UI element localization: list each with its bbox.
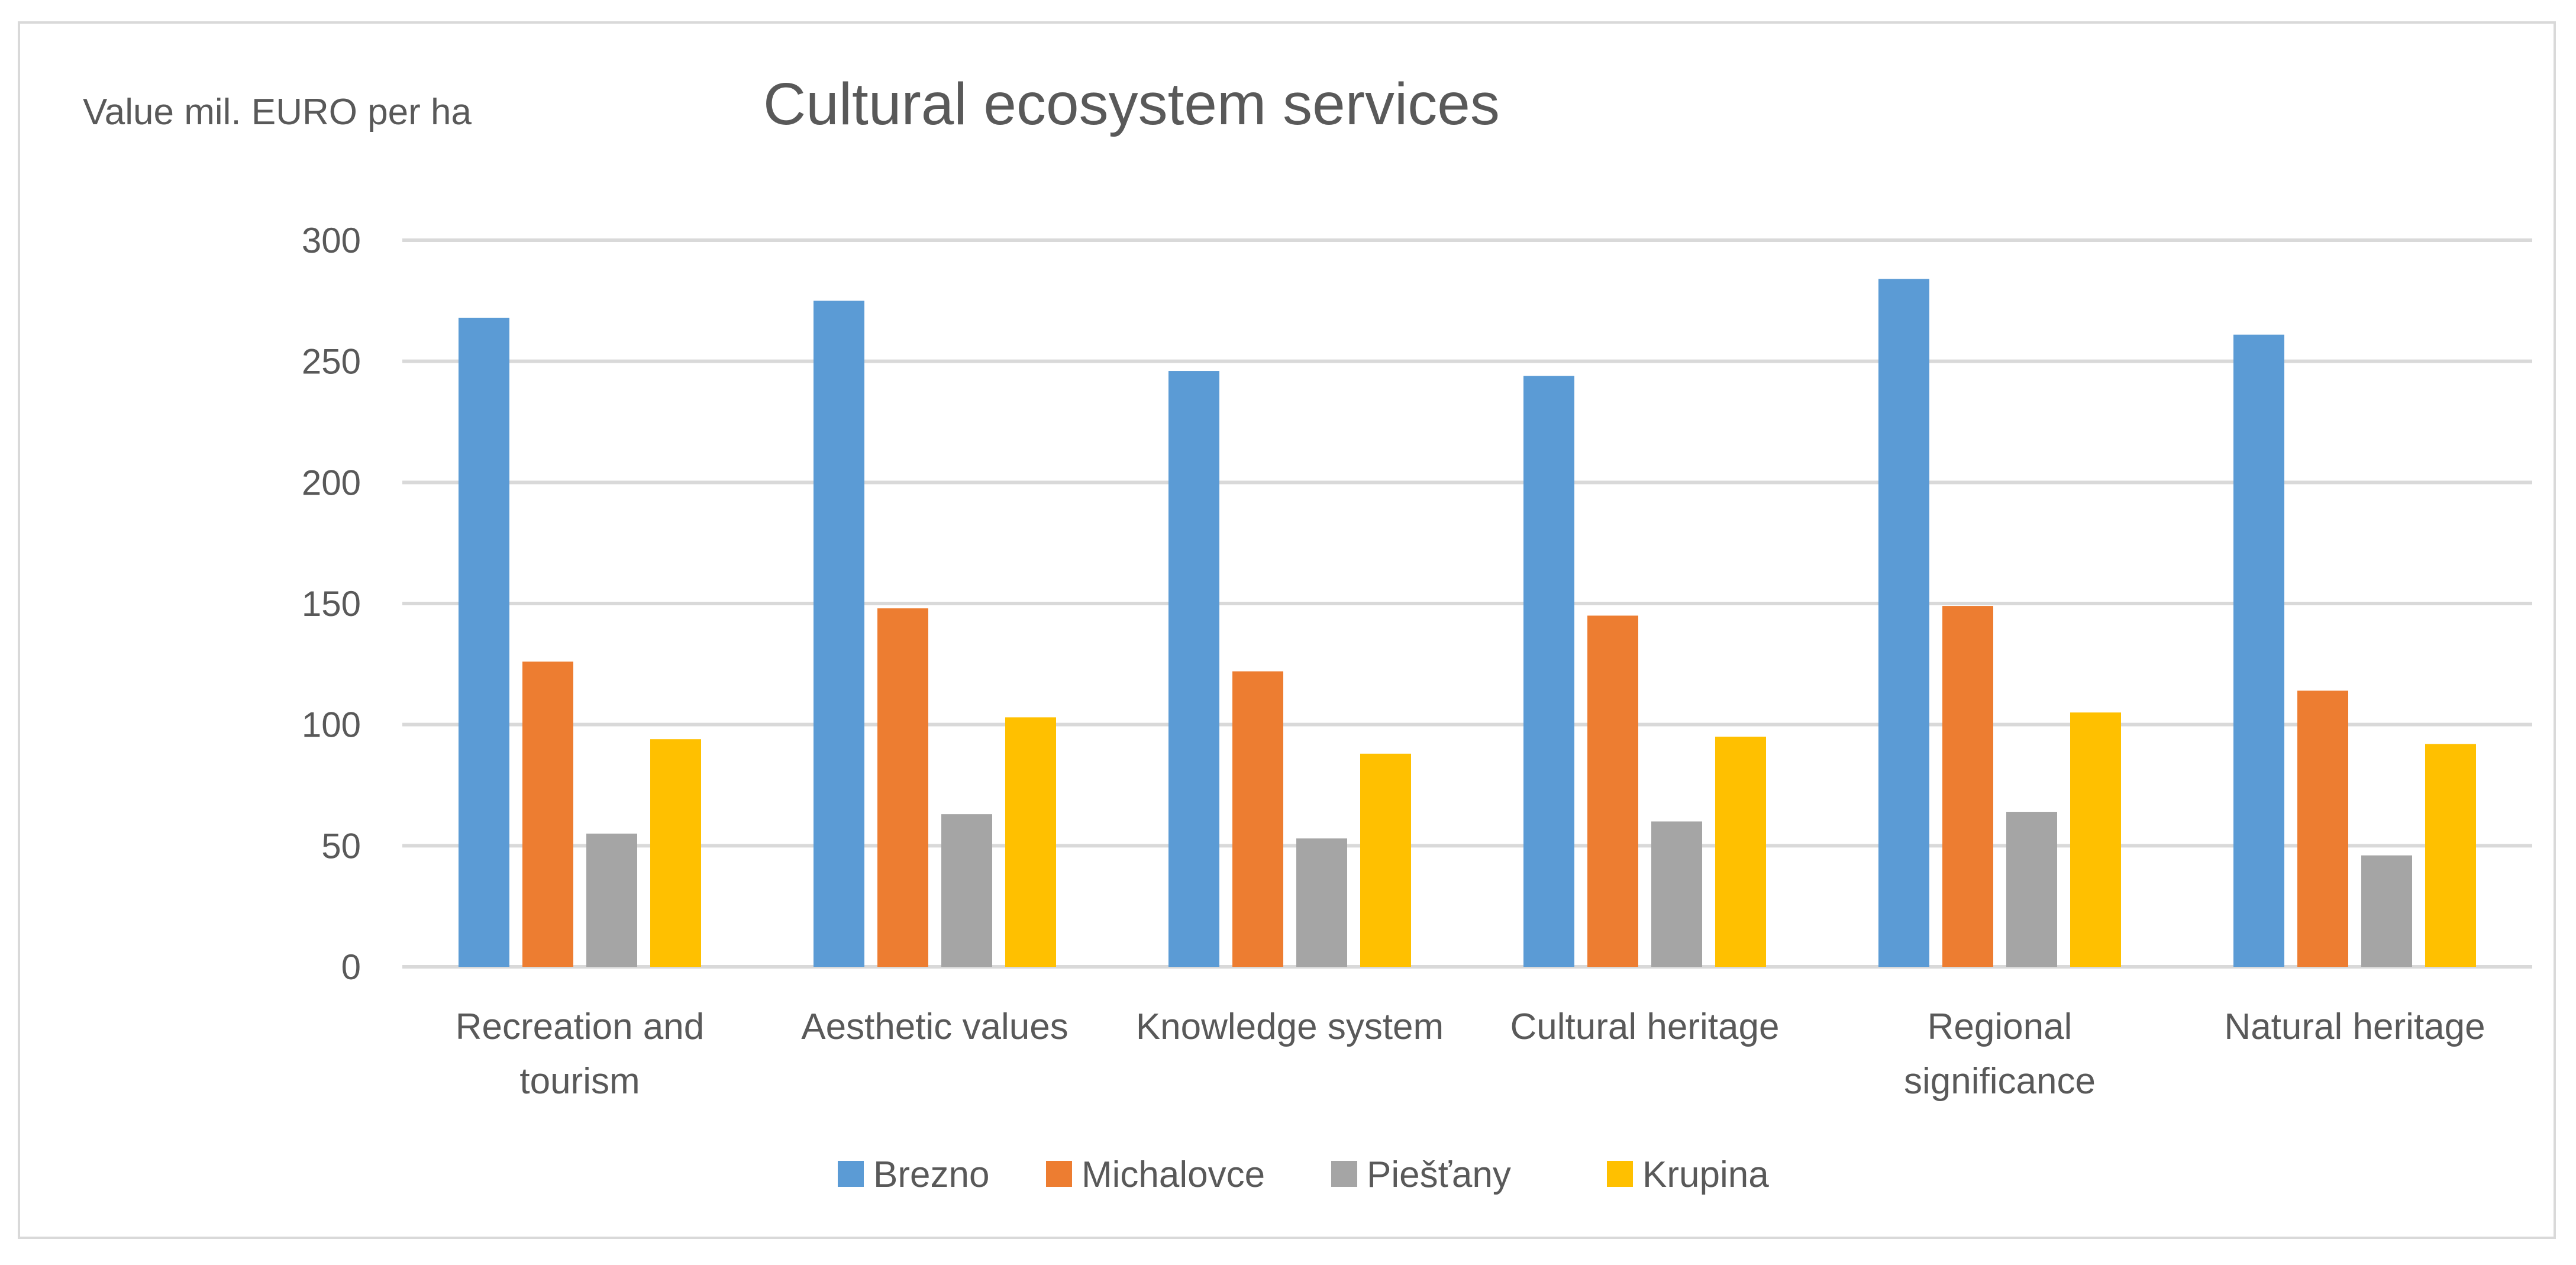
category-label: Aesthetic values [801,1006,1068,1047]
y-tick-label: 200 [302,463,361,502]
category-label: Cultural heritage [1510,1006,1780,1047]
bar-michalovce [1232,671,1283,967]
bar-brezno [1878,279,1929,967]
bar-michalovce [877,608,928,967]
y-tick-label: 300 [302,221,361,260]
legend: Brezno Michalovce Piešťany Krupina [838,1154,1769,1195]
category-label: Natural heritage [2224,1006,2485,1047]
bar-piešťany [2361,855,2412,967]
legend-label: Michalovce [1082,1154,1265,1195]
y-tick-label: 50 [321,826,361,866]
bar-brezno [2233,334,2284,967]
category-label: Regional [1928,1006,2073,1047]
y-tick-label: 0 [341,947,361,987]
bar-piešťany [1651,821,1702,967]
y-axis-label: Value mil. EURO per ha [83,92,472,133]
legend-label: Piešťany [1367,1154,1511,1195]
bar-krupina [2070,712,2121,967]
bar-piešťany [586,833,637,967]
gridlines [402,238,2532,969]
bar-krupina [2425,744,2476,967]
legend-swatch-piešťany [1331,1161,1357,1187]
bar-michalovce [1942,606,1993,967]
bar-brezno [814,301,864,967]
legend-swatch-krupina [1607,1161,1633,1187]
bar-piešťany [2006,812,2057,967]
bar-michalovce [2297,690,2348,967]
legend-label: Brezno [873,1154,989,1195]
y-tick-label: 100 [302,705,361,745]
category-labels: Recreation and tourism Aesthetic values Kno… [456,1006,2485,1102]
bar-piešťany [941,814,992,967]
legend-swatch-brezno [838,1161,864,1187]
bar-krupina [1360,753,1411,967]
bar-krupina [650,739,701,967]
bar-brezno [1168,371,1219,967]
bar-brezno [1523,376,1574,967]
chart-title: Cultural ecosystem services [763,71,1500,137]
y-axis-ticks: 0 50 100 150 200 250 300 [302,221,361,987]
bar-piešťany [1296,838,1347,967]
bar-brezno [459,317,509,967]
bars [459,279,2476,967]
bar-krupina [1005,717,1056,967]
bar-krupina [1715,737,1766,967]
bar-michalovce [1587,615,1638,967]
category-label: tourism [519,1061,640,1102]
legend-label: Krupina [1642,1154,1769,1195]
chart-frame [18,21,2556,1239]
y-tick-label: 150 [302,584,361,624]
category-label: Recreation and [456,1006,705,1047]
category-label: Knowledge system [1136,1006,1444,1047]
bar-michalovce [522,661,573,967]
legend-swatch-michalovce [1046,1161,1072,1187]
y-tick-label: 250 [302,342,361,382]
category-label: significance [1904,1061,2096,1102]
